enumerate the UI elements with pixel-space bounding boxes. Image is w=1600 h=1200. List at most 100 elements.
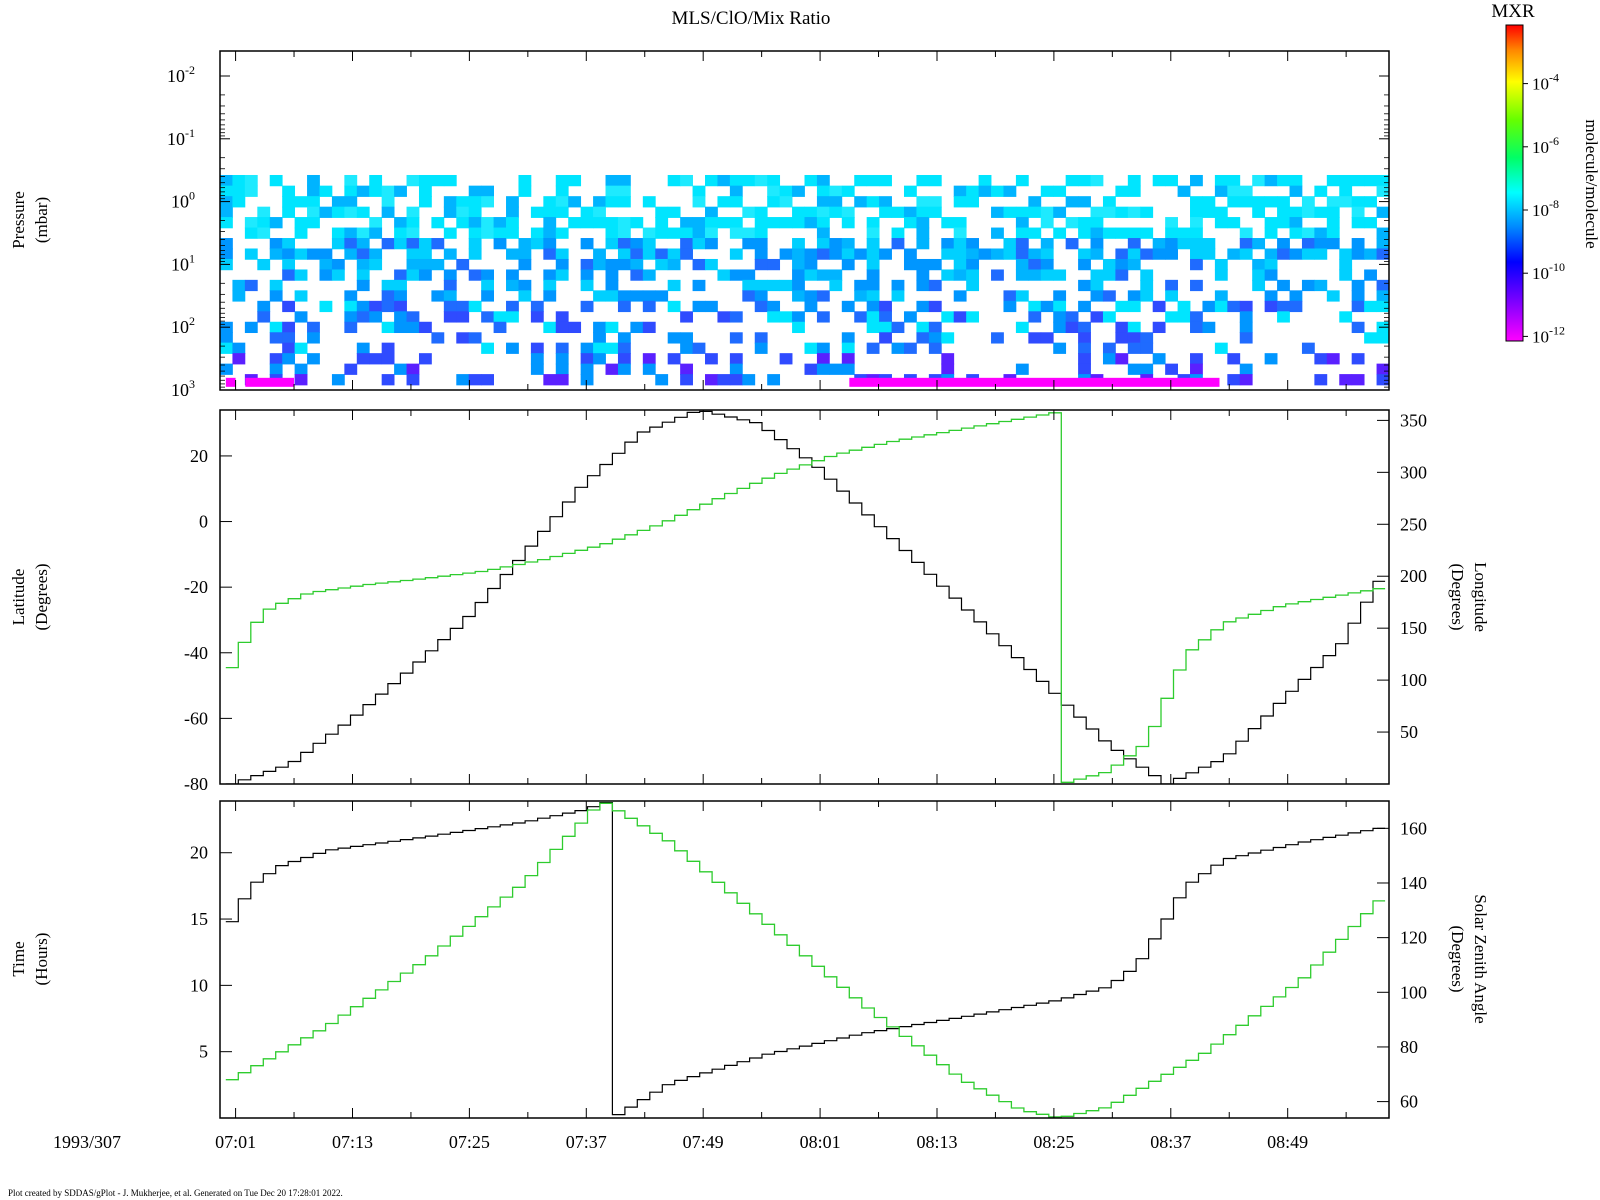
heatmap-cell	[481, 185, 494, 197]
heatmap-cell	[282, 248, 296, 260]
pressure-axis: 10-2 10-1 100 101 102 103	[167, 63, 1389, 400]
heatmap-cell	[1314, 248, 1328, 260]
heatmap-cell	[742, 227, 756, 239]
heatmap-cell	[792, 258, 805, 271]
heatmap-cell	[443, 300, 457, 313]
heatmap-cell	[655, 217, 669, 229]
heatmap-cell	[779, 353, 793, 365]
heatmap-cell	[655, 227, 669, 239]
heatmap-cell	[1364, 332, 1377, 344]
heatmap-cell	[555, 363, 569, 375]
heatmap-cell	[1028, 206, 1042, 218]
heatmap-cell	[1376, 174, 1389, 187]
heatmap-cell	[854, 248, 868, 260]
heatmap-cell	[555, 185, 569, 197]
heatmap-cell	[953, 217, 967, 229]
heatmap-cell	[1190, 217, 1203, 229]
heatmap-cell	[1040, 258, 1054, 271]
heatmap-cell	[1003, 248, 1017, 260]
heatmap-cell	[1040, 332, 1054, 344]
heatmap-cell	[891, 279, 905, 292]
heatmap-cell	[804, 258, 818, 271]
heatmap-cell	[1252, 269, 1266, 281]
heatmap-cell	[1264, 227, 1278, 239]
heatmap-cell	[1078, 300, 1091, 313]
heatmap-cell	[394, 227, 407, 239]
pressure-axis-label: Pressure	[9, 191, 28, 249]
heatmap-cell	[754, 342, 768, 354]
footer-credit: Plot created by SDDAS/gPlot - J. Mukherj…	[8, 1188, 343, 1198]
heatmap-cell	[1015, 269, 1029, 281]
heatmap-cell	[418, 174, 432, 187]
left-axis-tick-label: 15	[190, 909, 208, 929]
heatmap-cell	[729, 374, 743, 386]
heatmap-cell	[356, 300, 370, 313]
heatmap-cell	[1351, 374, 1365, 386]
heatmap-cell	[593, 217, 606, 229]
heatmap-cell	[1239, 300, 1253, 313]
heatmap-cell	[232, 196, 246, 208]
heatmap-cell	[941, 353, 955, 365]
heatmap-cell	[356, 279, 370, 292]
heatmap-cell	[754, 332, 768, 344]
heatmap-cell	[319, 258, 333, 271]
heatmap-cell	[879, 196, 892, 208]
heatmap-cell	[680, 332, 693, 344]
heatmap-cell	[269, 363, 283, 375]
heatmap-cell	[394, 363, 407, 375]
heatmap-cell	[804, 290, 818, 302]
heatmap-cell	[754, 248, 768, 260]
heatmap-cell	[854, 174, 868, 187]
heatmap-cell	[829, 363, 843, 375]
heatmap-cell	[394, 279, 407, 292]
heatmap-cell	[1339, 174, 1353, 187]
heatmap-cell	[667, 279, 681, 292]
heatmap-cell	[742, 174, 756, 187]
heatmap-cell	[966, 258, 980, 271]
heatmap-cell	[792, 269, 805, 281]
heatmap-cell	[1190, 363, 1203, 375]
heatmap-cell	[1015, 290, 1029, 302]
heatmap-cell	[568, 321, 582, 334]
heatmap-cell	[406, 217, 420, 229]
heatmap-cell	[468, 185, 482, 197]
heatmap-cell	[294, 227, 308, 239]
heatmap-cell	[443, 174, 457, 187]
heatmap-cell	[692, 227, 706, 239]
heatmap-cell	[269, 248, 283, 260]
heatmap-cell	[269, 321, 283, 334]
heatmap-cell	[1326, 353, 1340, 365]
heatmap-cell	[1028, 258, 1042, 271]
time-axis-tick-labels: 07:01 07:13 07:25 07:37 07:49 08:01 08:13 08:25…	[215, 1132, 1308, 1152]
heatmap-cell	[1177, 300, 1191, 313]
heatmap-cell	[1252, 258, 1266, 271]
heatmap-cell	[617, 217, 631, 229]
heatmap-cell	[294, 311, 308, 323]
heatmap-cell	[307, 353, 320, 365]
heatmap-cell	[1190, 206, 1203, 218]
heatmap-cell	[1376, 227, 1389, 239]
heatmap-cell	[1202, 238, 1216, 250]
heatmap-cell	[953, 248, 967, 260]
heatmap-cell	[829, 238, 843, 250]
heatmap-cell	[816, 311, 830, 323]
heatmap-cell	[344, 206, 358, 218]
heatmap-highlight-bar	[849, 377, 1220, 387]
heatmap-cell	[605, 227, 619, 239]
heatmap-cell	[742, 279, 756, 292]
heatmap-cell	[1115, 269, 1129, 281]
heatmap-cell	[294, 374, 308, 386]
heatmap-cell	[418, 185, 432, 197]
heatmap-cell	[1376, 300, 1389, 313]
heatmap-cell	[356, 353, 370, 365]
heatmap-cell	[1127, 174, 1141, 187]
spectrogram-x-ticks	[235, 51, 1347, 390]
heatmap-cell	[257, 217, 271, 229]
left-axis-tick-label: 20	[190, 843, 208, 863]
heatmap-cell	[692, 300, 706, 313]
heatmap-cell	[331, 374, 345, 386]
heatmap-cell	[580, 342, 594, 354]
heatmap-cell	[705, 227, 718, 239]
heatmap-cell	[1227, 248, 1241, 260]
heatmap-cell	[866, 311, 880, 323]
